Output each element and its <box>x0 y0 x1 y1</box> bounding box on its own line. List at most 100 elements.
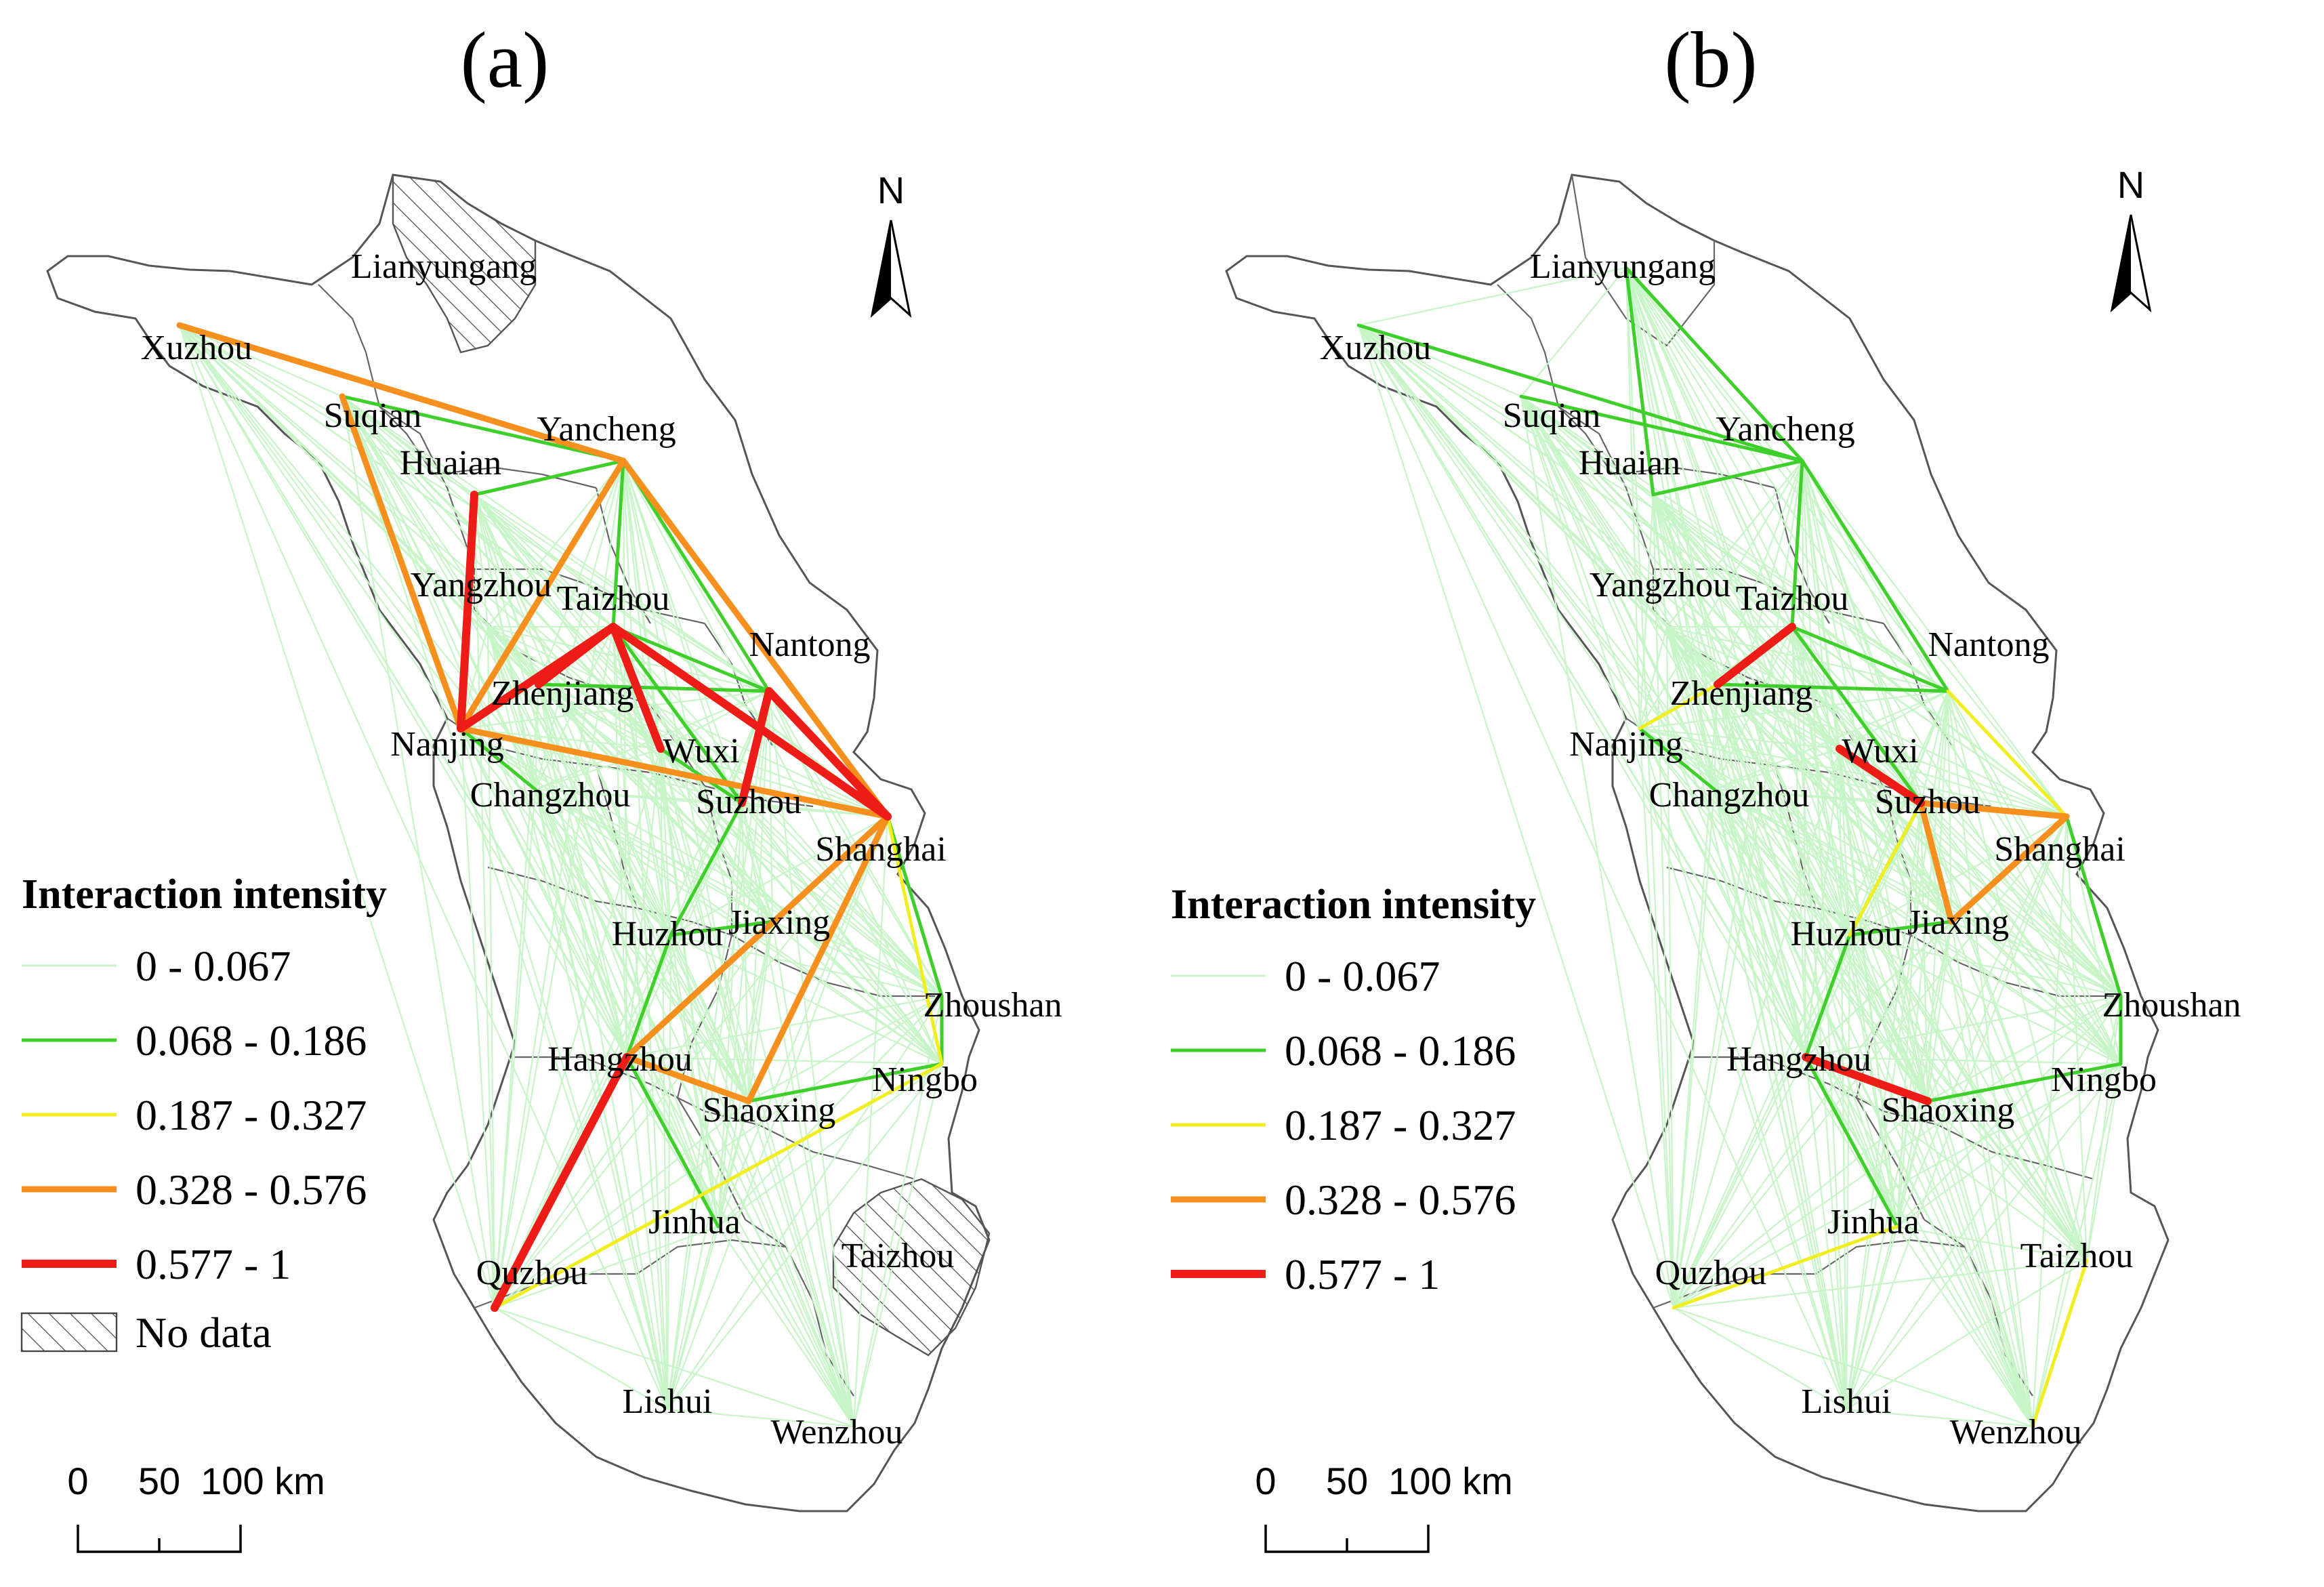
city-label: Lishui <box>623 1382 713 1421</box>
edge-weak <box>1713 788 1807 1058</box>
edge-weak <box>1716 683 1898 1228</box>
legend-a: Interaction intensity 0 - 0.067 0.068 - 0… <box>20 871 387 1357</box>
edge-weak <box>717 1225 855 1428</box>
edge-medium <box>625 1055 720 1229</box>
edge-weak <box>852 1063 943 1428</box>
city-label: Lianyungang <box>1530 247 1716 286</box>
edge-weak <box>1638 727 1929 1102</box>
edge-medium <box>1848 920 1953 937</box>
edge-weak <box>1845 1408 2034 1428</box>
edge-weak <box>659 747 889 818</box>
edge-weak <box>1638 690 1949 730</box>
edge-weak <box>717 995 943 1228</box>
edge-weak <box>666 815 889 1411</box>
edge-weak <box>1638 727 2122 997</box>
edge-weak <box>1926 920 1953 1102</box>
city-label: Shanghai <box>815 830 947 869</box>
edge-medium <box>459 726 537 791</box>
edge-weak <box>1713 625 1793 791</box>
edge-weak <box>1672 1306 2034 1428</box>
edge-weak <box>1716 683 1851 936</box>
edge-weak <box>1520 395 1922 804</box>
edge-medium <box>886 815 944 998</box>
edge-weak <box>1838 747 1953 923</box>
edge-weak <box>493 995 943 1309</box>
edge-weak <box>659 690 770 750</box>
edge-weak <box>1926 1100 2088 1262</box>
edge-weak <box>537 683 662 750</box>
edge-weak <box>1357 324 1848 1411</box>
edge-weak <box>1838 690 1949 750</box>
city-label: Yancheng <box>537 410 676 449</box>
edge-weak <box>1652 493 2122 997</box>
edge-weak <box>1838 747 1848 1411</box>
city-label: Huzhou <box>1791 915 1903 953</box>
city-label: Jinhua <box>1827 1203 1920 1241</box>
edge-weak <box>741 802 855 1428</box>
city-label: Shanghai <box>1994 830 2125 869</box>
legend-label: 0.187 - 0.327 <box>136 1091 367 1139</box>
edge-weak <box>1947 690 2088 1262</box>
edge-weak <box>1845 920 1953 1411</box>
edge-weak <box>1804 995 2122 1058</box>
edge-medium <box>2064 815 2123 998</box>
edge-weak <box>537 683 743 804</box>
city-labels-b: Lianyungang Xuzhou Suqian Yancheng Huaian Yan… <box>1320 247 2241 1451</box>
edge-weak <box>1713 788 2034 1428</box>
city-label: Suzhou <box>696 783 802 821</box>
city-label: Shaoxing <box>703 1091 835 1130</box>
edge-weak <box>1838 747 1898 1228</box>
edge-weak <box>341 395 540 686</box>
north-label: N <box>877 169 905 211</box>
edge-medium <box>1651 459 1804 497</box>
edge-weak <box>534 747 662 791</box>
city-label: Quzhou <box>1655 1254 1767 1292</box>
city-label: Hangzhou <box>547 1040 692 1079</box>
edge-weak <box>1716 683 2122 1065</box>
edge-weak <box>537 683 774 923</box>
edge-weak <box>1716 683 2068 818</box>
edge-weak <box>1950 920 2122 997</box>
edge-weak <box>493 1225 720 1309</box>
edge-weak <box>747 1100 855 1428</box>
edge-weak <box>1652 493 1922 804</box>
city-label: Taizhou <box>2020 1237 2134 1275</box>
edge-weak <box>1845 934 1851 1411</box>
edge-weak <box>493 1306 669 1411</box>
city-label: Jiaxing <box>728 903 830 942</box>
edge-weak <box>1896 1063 2122 1228</box>
edge-weak <box>1713 788 1898 1228</box>
edge-weak <box>622 459 750 1102</box>
edge-weak <box>178 324 537 791</box>
edge-strong <box>886 815 944 1066</box>
edge-weak <box>1357 324 1522 398</box>
city-labels-a: Lianyungang Xuzhou Suqian Yancheng Huaian Yan… <box>141 247 1062 1451</box>
edge-weak <box>1804 802 1922 1058</box>
edge-weak <box>1896 815 2068 1228</box>
edge-weak <box>1950 920 2088 1262</box>
scale-bar-a: 0 50 100 km <box>67 1460 325 1553</box>
edge-weak <box>1520 395 1641 730</box>
edge-weak <box>622 459 743 804</box>
edge-weak <box>1357 324 1641 730</box>
edge-weak <box>1672 1100 1929 1309</box>
edge-medium <box>1638 726 1716 791</box>
edge-weak <box>537 683 669 1411</box>
edge-weak <box>534 788 628 1058</box>
edge-weak <box>1652 493 1675 1309</box>
north-arrow-icon: N <box>870 169 912 318</box>
edge-strong <box>623 1054 752 1105</box>
edge-weak <box>1665 625 1675 1309</box>
edge-weak <box>666 1063 943 1411</box>
edge-weak <box>1652 493 1793 628</box>
edge-weak <box>178 324 669 1411</box>
scale-label-0: 0 <box>67 1460 88 1502</box>
edge-weak <box>1665 625 1848 1411</box>
edge-strong <box>1672 1224 1899 1310</box>
edge-weak <box>1665 625 2068 818</box>
edge-weak <box>534 625 615 791</box>
city-label: Hangzhou <box>1726 1040 1871 1079</box>
panel-b: (b) <box>1171 16 2241 1553</box>
edge-weak <box>1896 1225 2088 1262</box>
edge-weak <box>1801 459 2034 1428</box>
